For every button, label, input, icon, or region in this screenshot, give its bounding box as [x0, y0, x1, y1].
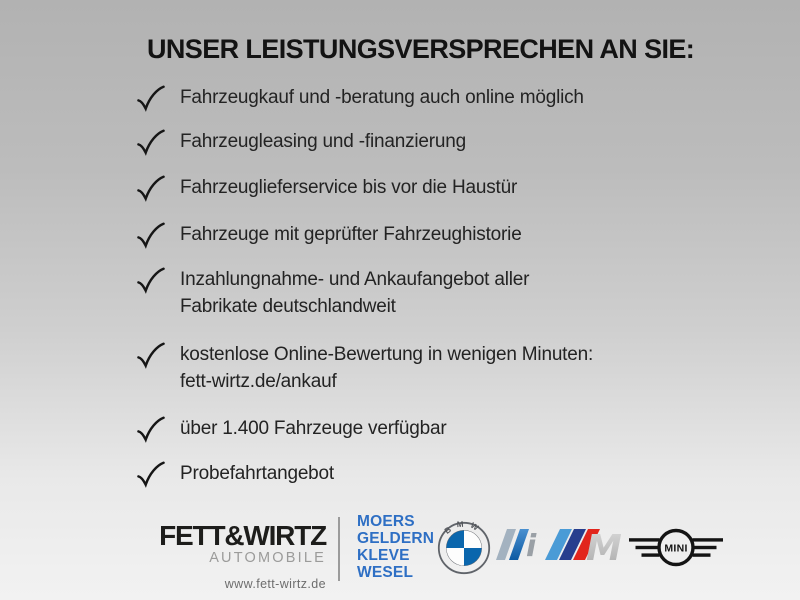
list-item: Fahrzeugkauf und -beratung auch online m… [136, 85, 584, 112]
dealer-name: FETT&WIRTZ [159, 520, 327, 551]
page-title: UNSER LEISTUNGSVERSPRECHEN AN SIE: [147, 34, 695, 64]
list-item-text: Fahrzeugleasing und -finanzierung [180, 131, 466, 152]
list-item-text: Inzahlungnahme- und Ankaufangebot aller [180, 269, 530, 290]
mini-logo-text: MINI [664, 543, 687, 555]
list-item-text: Fahrzeuglieferservice bis vor die Haustü… [180, 177, 518, 198]
location-item: MOERS [357, 513, 415, 530]
list-item: über 1.400 Fahrzeuge verfügbar [136, 416, 447, 443]
location-item: WESEL [357, 564, 414, 581]
bmw-i-logo-text: i [526, 529, 537, 560]
list-item: Fahrzeugleasing und -finanzierung [136, 129, 466, 156]
bmw-m-logo-text: M [586, 528, 622, 562]
bmw-logo: BMW [437, 521, 491, 575]
list-item: Fahrzeuge mit geprüfter Fahrzeughistorie [136, 222, 522, 249]
list-item-text: Fabrikate deutschlandweit [180, 295, 396, 317]
list-item-text: Fahrzeugkauf und -beratung auch online m… [180, 87, 584, 108]
list-item-text: über 1.400 Fahrzeuge verfügbar [180, 418, 447, 439]
checkmark-icon [137, 342, 165, 369]
locations-list: MOERS GELDERN KLEVE WESEL [357, 513, 434, 581]
checkmark-icon [137, 85, 165, 112]
checkmark-icon [137, 416, 165, 443]
list-item: Fahrzeuglieferservice bis vor die Haustü… [136, 175, 517, 202]
footer-divider [338, 517, 340, 581]
list-item: kostenlose Online-Bewertung in wenigen M… [136, 342, 593, 395]
dealer-logo: FETT&WIRTZ AUTOMOBILE www.fett-wirtz.de [150, 520, 327, 592]
list-item-text: fett-wirtz.de/ankauf [180, 370, 337, 392]
checkmark-icon [137, 461, 165, 488]
dealer-subtitle: AUTOMOBILE [209, 550, 326, 566]
mini-logo: MINI [629, 528, 723, 567]
location-item: GELDERN [357, 530, 435, 547]
checkmark-icon [137, 267, 165, 294]
list-item: Inzahlungnahme- und Ankaufangebot aller F… [136, 267, 529, 320]
checkmark-icon [137, 222, 165, 249]
location-item: KLEVE [357, 547, 410, 564]
list-item-text: Fahrzeuge mit geprüfter Fahrzeughistorie [180, 224, 522, 245]
checkmark-icon [137, 175, 165, 202]
checkmark-icon [137, 129, 165, 156]
dealer-website: www.fett-wirtz.de [224, 577, 326, 591]
list-item-text: kostenlose Online-Bewertung in wenigen M… [180, 344, 594, 365]
list-item: Probefahrtangebot [136, 461, 334, 488]
bmw-i-logo: i [496, 529, 537, 560]
bmw-m-logo: M [545, 528, 622, 562]
list-item-text: Probefahrtangebot [180, 463, 334, 484]
